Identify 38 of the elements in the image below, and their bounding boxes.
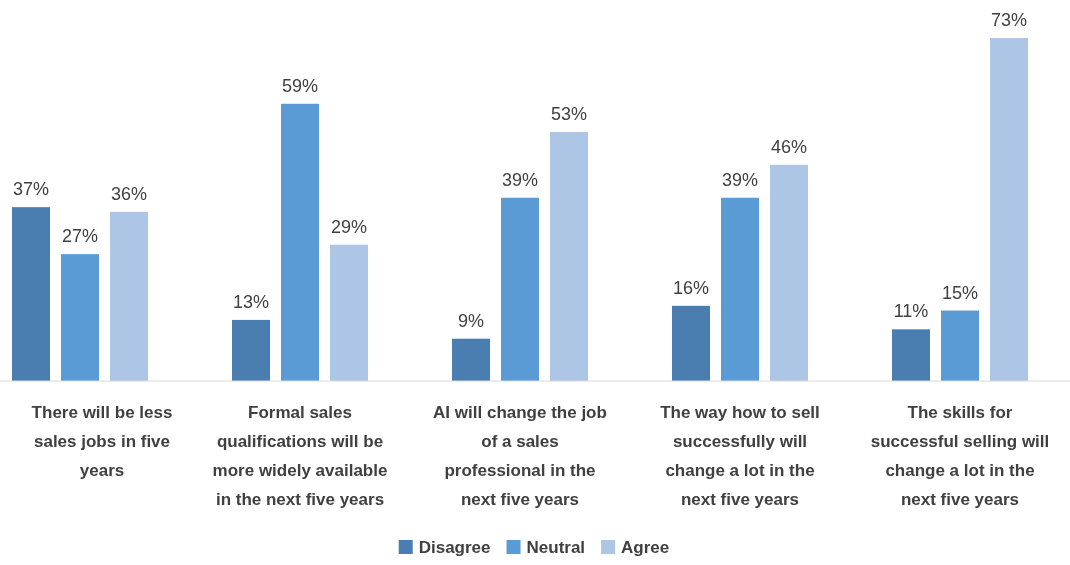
x-tick-label: There will be less sales jobs in five years	[31, 403, 173, 480]
bar	[550, 131, 588, 381]
bar	[501, 197, 539, 381]
bar	[672, 305, 710, 381]
bar	[61, 254, 99, 381]
x-tick-label: Formal sales qualifications will be more widely available in the next five years	[212, 403, 388, 509]
x-tick-label: The way how to sell successfully will change a lot in the next five years	[660, 403, 820, 509]
data-label: 53%	[550, 103, 588, 124]
bar	[452, 338, 490, 381]
bar	[770, 164, 808, 381]
x-tick-label: AI will change the job of a sales professional in the next five years	[433, 403, 607, 509]
data-label: 11%	[893, 301, 929, 322]
data-label: 36%	[110, 183, 148, 204]
data-label: 29%	[330, 216, 368, 237]
bar	[110, 211, 148, 381]
data-label: 27%	[61, 226, 99, 247]
legend-label: Disagree	[418, 538, 491, 557]
data-label: 59%	[281, 75, 319, 96]
bar	[892, 329, 930, 381]
data-label: 39%	[501, 169, 539, 190]
x-tick-label: The skills for successful selling will change a lot in the next five years	[870, 403, 1050, 509]
data-label: 46%	[770, 136, 808, 157]
bar	[12, 207, 50, 381]
bar	[990, 38, 1028, 381]
bar	[232, 319, 270, 381]
data-label: 13%	[232, 291, 270, 312]
legend-label: Agree	[621, 538, 670, 557]
data-label: 16%	[672, 277, 710, 298]
legend-label: Neutral	[526, 538, 586, 557]
bar	[281, 103, 319, 381]
data-label: 15%	[941, 282, 979, 303]
data-label: 9%	[457, 310, 485, 331]
bar	[330, 244, 368, 381]
data-label: 37%	[12, 179, 50, 200]
bar	[941, 310, 979, 381]
data-label: 73%	[990, 10, 1028, 30]
bar	[721, 197, 759, 381]
data-label: 39%	[721, 169, 759, 190]
